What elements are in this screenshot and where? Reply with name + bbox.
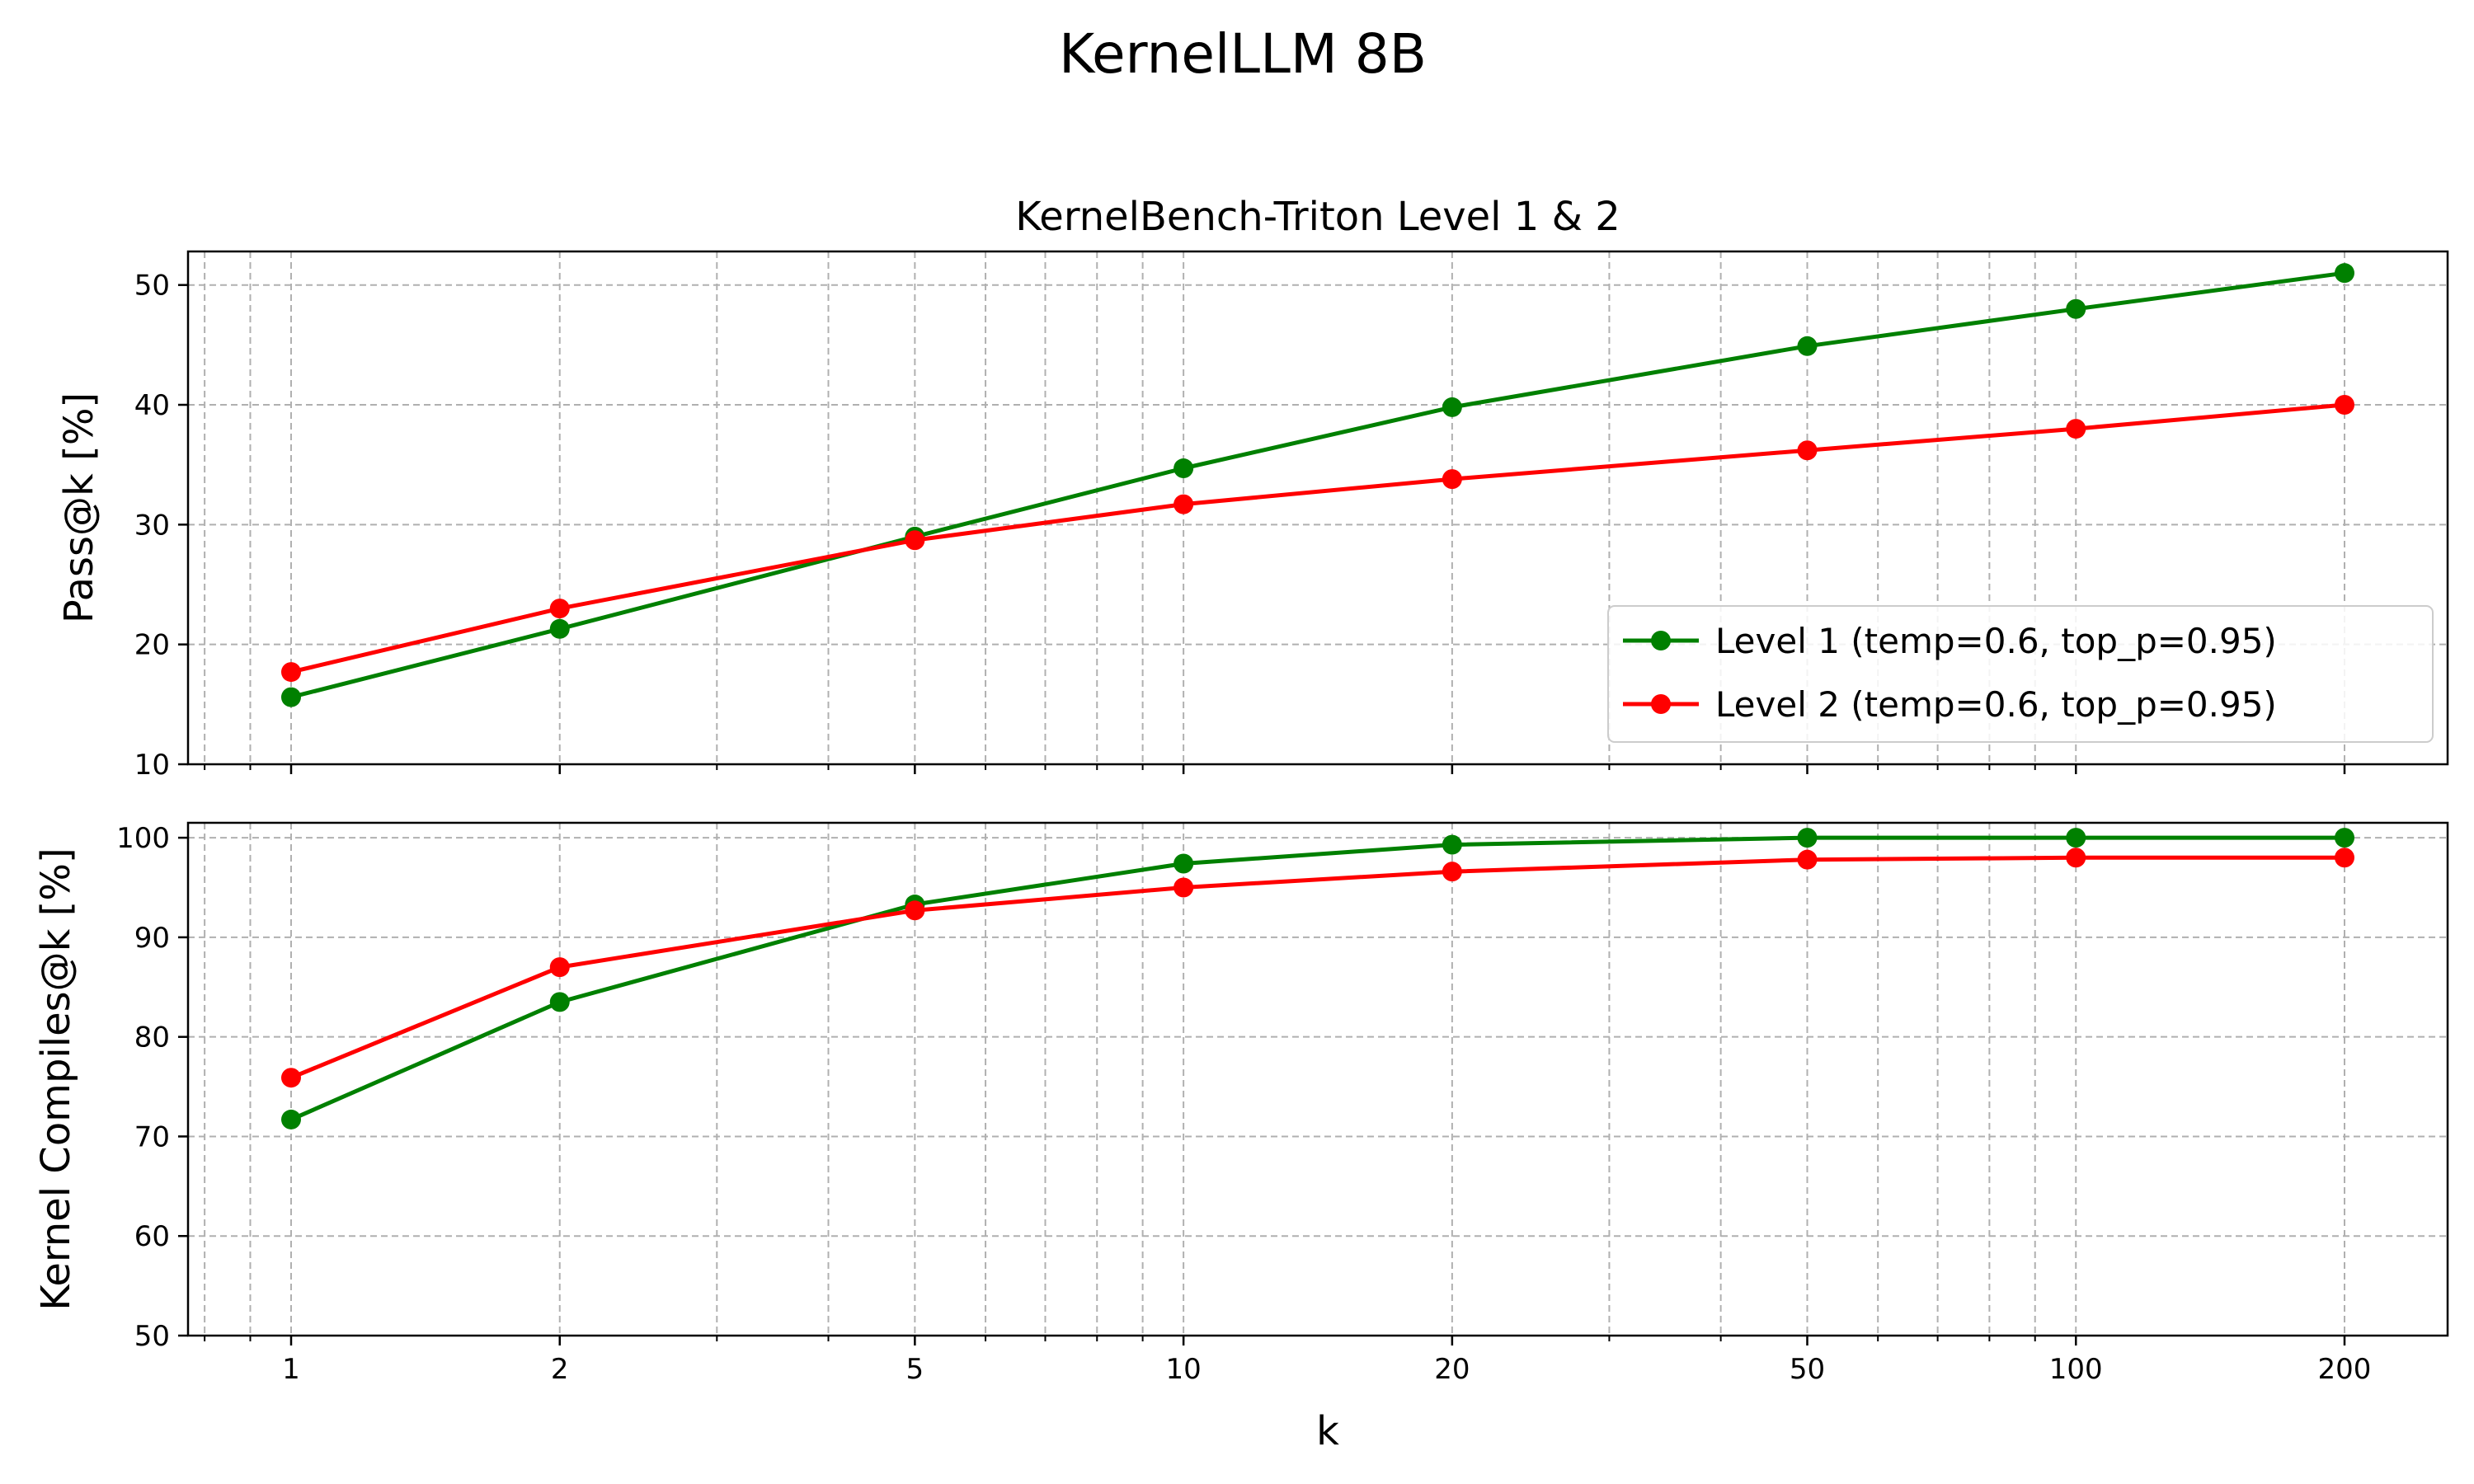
x-tick-label: 50 xyxy=(1790,1353,1825,1386)
data-point xyxy=(1174,458,1194,479)
data-point xyxy=(281,1068,301,1088)
data-point xyxy=(1174,877,1194,898)
data-point xyxy=(2066,298,2086,319)
axes-frame xyxy=(186,821,2449,1337)
data-point xyxy=(549,992,570,1012)
panel-2: 50 60 70 80 90 100 1 2 5 10 20 50 100 200 Kernel Compi… xyxy=(33,821,2449,1454)
y-tick-label: 80 xyxy=(134,1021,170,1054)
series-line-2 xyxy=(290,855,2345,1080)
data-point xyxy=(1797,336,1818,356)
data-point xyxy=(281,687,301,707)
data-point xyxy=(549,618,570,639)
data-point xyxy=(2335,848,2354,868)
x-tick-label: 20 xyxy=(1434,1353,1470,1386)
data-point xyxy=(1442,397,1462,417)
data-point xyxy=(2335,828,2354,848)
x-axis-label: k xyxy=(1316,1408,1339,1454)
data-point xyxy=(2335,395,2354,416)
series-line-2 xyxy=(290,402,2345,674)
data-point xyxy=(2066,828,2086,848)
y-tick-label: 50 xyxy=(134,270,170,303)
data-point xyxy=(905,900,925,921)
y-tick-label: 50 xyxy=(134,1320,170,1353)
data-point xyxy=(281,1109,301,1129)
data-point xyxy=(1174,494,1194,514)
y-axis-label: Kernel Compiles@k [%] xyxy=(33,848,79,1311)
legend-marker xyxy=(1651,631,1671,650)
panel-1: 10 20 30 40 50 KernelBench-Triton Level 1 & 2… xyxy=(56,194,2449,782)
data-point xyxy=(549,599,570,619)
data-point xyxy=(1797,849,1818,870)
x-tick-label: 1 xyxy=(282,1353,300,1386)
panel-title: KernelBench-Triton Level 1 & 2 xyxy=(1015,194,1620,240)
y-tick-label: 90 xyxy=(134,922,170,955)
legend: Level 1 (temp=0.6, top_p=0.95) Level 2 (t… xyxy=(1607,605,2434,743)
data-point xyxy=(905,530,925,551)
x-tick-label: 200 xyxy=(2318,1353,2372,1386)
y-axis-label: Pass@k [%] xyxy=(56,392,102,623)
legend-marker xyxy=(1651,694,1671,714)
data-point xyxy=(549,957,570,978)
data-point xyxy=(1797,440,1818,461)
y-tick-label: 70 xyxy=(134,1120,170,1153)
data-point xyxy=(281,662,301,683)
series-line-1 xyxy=(290,270,2345,700)
data-point xyxy=(1442,834,1462,855)
data-point xyxy=(2066,419,2086,439)
x-tick-label: 2 xyxy=(551,1353,569,1386)
axes-frame xyxy=(186,250,2449,766)
data-point xyxy=(1797,828,1818,848)
data-point xyxy=(2066,848,2086,868)
x-tick-label: 10 xyxy=(1165,1353,1201,1386)
data-point xyxy=(1174,853,1194,874)
y-tick-label: 100 xyxy=(116,822,170,855)
x-tick-label: 100 xyxy=(2049,1353,2103,1386)
y-tick-label: 10 xyxy=(134,749,170,782)
y-tick-label: 60 xyxy=(134,1220,170,1253)
legend-box xyxy=(1607,605,2434,743)
y-tick-label: 40 xyxy=(134,389,170,422)
chart-suptitle: KernelLLM 8B xyxy=(1059,22,1427,86)
y-tick-label: 30 xyxy=(134,509,170,542)
legend-label: Level 2 (temp=0.6, top_p=0.95) xyxy=(1715,684,2277,725)
data-point xyxy=(1442,862,1462,882)
data-point xyxy=(1442,469,1462,490)
series-line-1 xyxy=(289,835,2345,1122)
legend-label: Level 1 (temp=0.6, top_p=0.95) xyxy=(1715,621,2277,661)
x-tick-label: 5 xyxy=(906,1353,924,1386)
data-point xyxy=(2335,263,2354,284)
y-tick-label: 20 xyxy=(134,629,170,662)
